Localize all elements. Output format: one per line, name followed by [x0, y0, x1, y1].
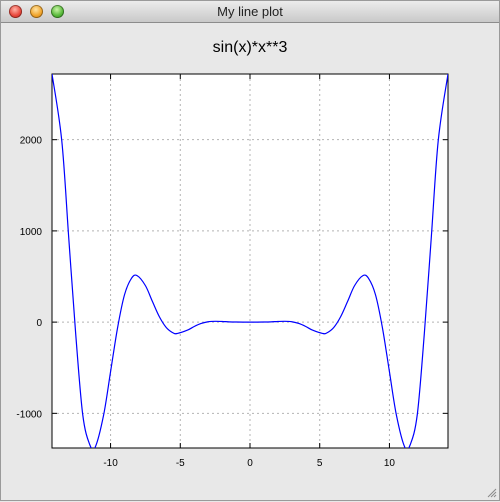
grid-lines [52, 74, 448, 448]
series-layer [52, 74, 448, 448]
series-line [52, 74, 448, 448]
window-title: My line plot [217, 4, 283, 19]
y-tick-label: -1000 [16, 409, 42, 420]
minimize-icon[interactable] [30, 5, 43, 18]
x-tick-label: 0 [247, 458, 253, 469]
resize-grip-icon[interactable] [485, 486, 497, 498]
zoom-icon[interactable] [51, 5, 64, 18]
tick-labels: -10 -5 0 5 10 -1000 0 1000 2000 [16, 136, 395, 469]
y-tick-label: 2000 [20, 136, 43, 147]
x-tick-label: -10 [103, 458, 118, 469]
y-tick-label: 0 [36, 318, 42, 329]
close-icon[interactable] [9, 5, 22, 18]
y-tick-label: 1000 [20, 227, 43, 238]
axis-ticks [52, 74, 448, 448]
chart-title: sin(x)*x**3 [212, 39, 288, 56]
title-bar[interactable]: My line plot [1, 1, 499, 23]
x-tick-label: -5 [176, 458, 185, 469]
x-tick-label: 10 [384, 458, 396, 469]
x-tick-label: 5 [317, 458, 323, 469]
